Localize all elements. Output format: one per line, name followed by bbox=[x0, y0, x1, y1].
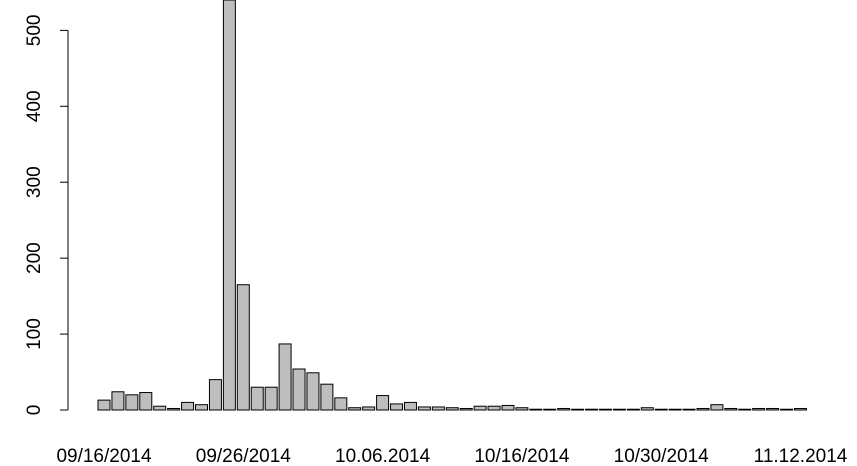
x-tick-label: 10.06.2014 bbox=[335, 446, 431, 466]
bar bbox=[780, 408, 794, 411]
bar bbox=[543, 408, 557, 411]
bar bbox=[181, 401, 195, 411]
bar bbox=[794, 407, 807, 411]
bar bbox=[557, 407, 571, 411]
bar bbox=[626, 408, 640, 411]
bar bbox=[390, 403, 404, 411]
bar bbox=[403, 401, 417, 411]
x-tick-label: 10/30/2014 bbox=[614, 446, 710, 466]
bar bbox=[696, 407, 710, 411]
x-tick-label: 09/16/2014 bbox=[56, 446, 152, 466]
bar bbox=[431, 406, 445, 411]
bar bbox=[278, 343, 292, 411]
bar bbox=[710, 404, 724, 411]
bar bbox=[264, 386, 278, 411]
bar bbox=[501, 404, 515, 411]
bar bbox=[640, 407, 654, 411]
bar bbox=[195, 404, 209, 411]
y-tick-label: 0 bbox=[24, 405, 45, 416]
bar bbox=[125, 394, 139, 411]
bar bbox=[236, 284, 250, 411]
bar bbox=[612, 408, 626, 411]
y-tick-label: 100 bbox=[24, 318, 45, 350]
bar bbox=[515, 407, 529, 411]
bar bbox=[473, 405, 487, 411]
bar bbox=[571, 408, 585, 411]
bar bbox=[445, 407, 459, 411]
bar bbox=[529, 408, 543, 411]
y-tick-label: 400 bbox=[24, 90, 45, 122]
bar bbox=[724, 407, 738, 411]
bar bbox=[376, 395, 390, 411]
x-tick-label: 09/26/2014 bbox=[196, 446, 292, 466]
bar bbox=[585, 408, 599, 411]
bar bbox=[654, 408, 668, 411]
bar bbox=[111, 391, 125, 411]
bar bbox=[459, 407, 473, 411]
bar bbox=[222, 0, 236, 411]
bar bbox=[97, 399, 111, 411]
x-tick-label: 10/16/2014 bbox=[474, 446, 570, 466]
bar bbox=[682, 408, 696, 411]
bar bbox=[752, 407, 766, 411]
bar bbox=[766, 407, 780, 411]
bar bbox=[292, 368, 306, 411]
y-tick-label: 500 bbox=[24, 15, 45, 47]
bar bbox=[598, 408, 612, 411]
bar bbox=[153, 405, 167, 411]
bar bbox=[306, 372, 320, 411]
x-tick-label: 11.12.2014 bbox=[754, 446, 848, 466]
bar bbox=[487, 405, 501, 411]
y-tick-label: 200 bbox=[24, 242, 45, 274]
bar bbox=[139, 392, 153, 411]
bar bbox=[334, 397, 348, 411]
y-tick-label: 300 bbox=[24, 166, 45, 198]
bar bbox=[348, 407, 362, 411]
bar bbox=[738, 408, 752, 411]
bar bbox=[417, 406, 431, 411]
bar bbox=[668, 408, 682, 411]
bar bbox=[320, 383, 334, 411]
bar bbox=[167, 407, 181, 411]
bar bbox=[250, 386, 264, 411]
bar bbox=[362, 406, 376, 411]
bar bbox=[208, 379, 222, 411]
